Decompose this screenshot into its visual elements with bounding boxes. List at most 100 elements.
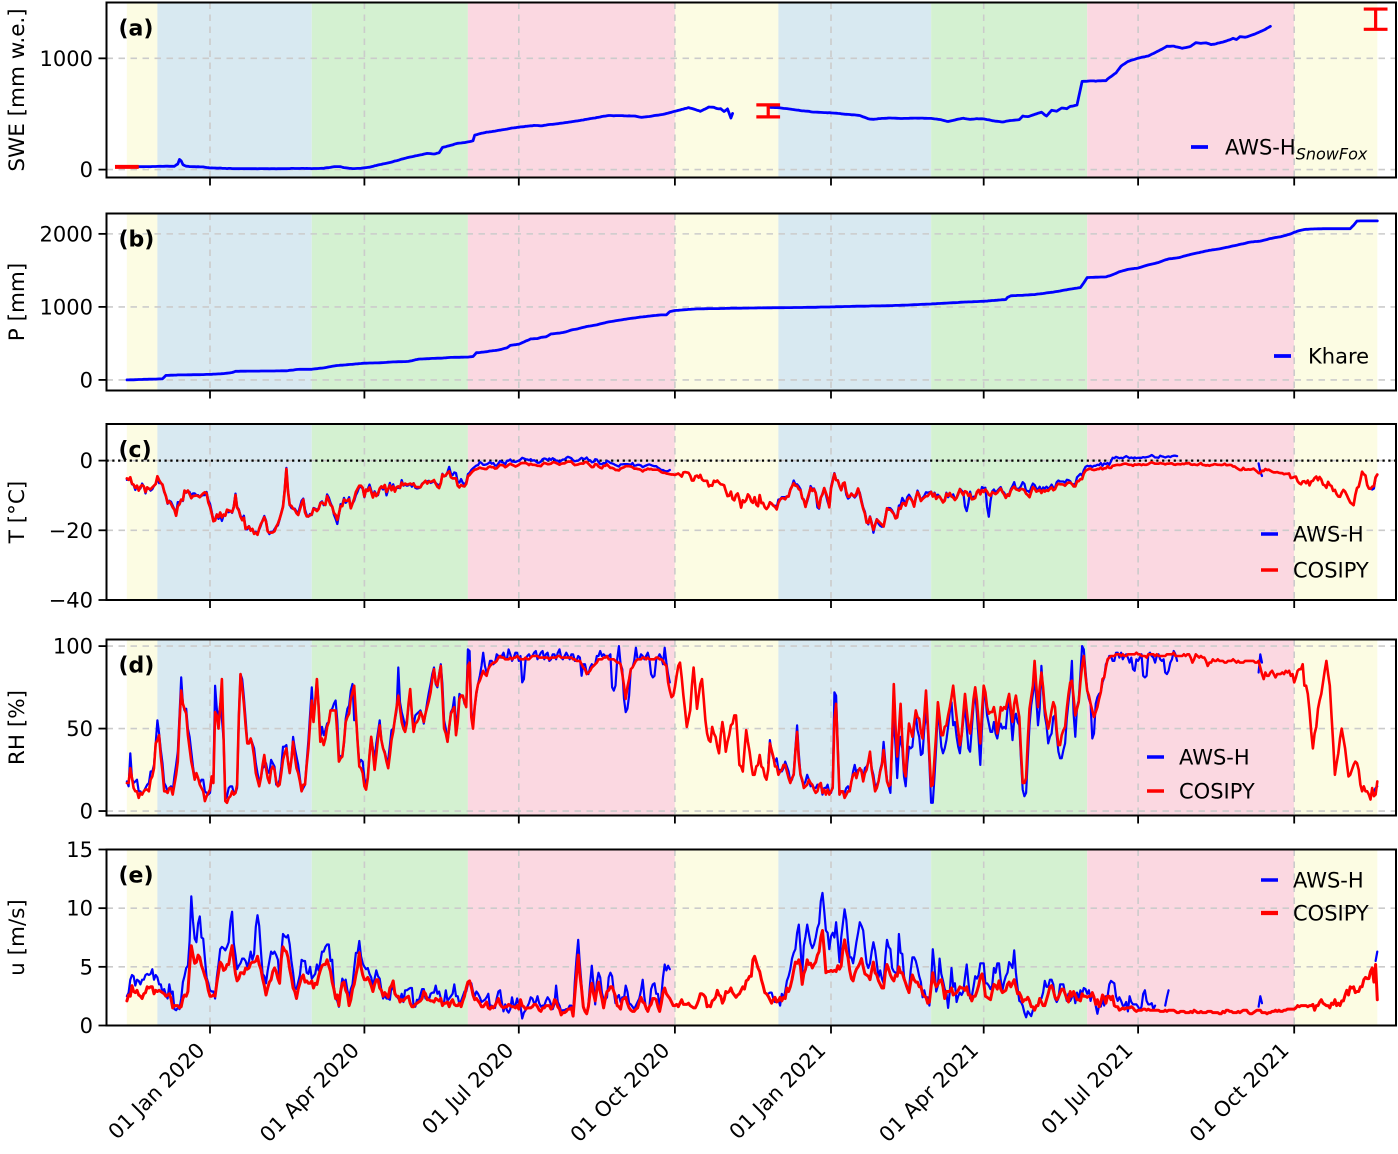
x-tick-label: 01 Jan 2021: [725, 1038, 831, 1144]
panel-letter-a: (a): [119, 17, 154, 42]
season-band-monsoon: [467, 2, 675, 178]
season-band-pre_monsoon: [931, 849, 1088, 1026]
y-tick-label: 0: [80, 449, 93, 473]
x-tick-label: 01 Oct 2020: [566, 1038, 675, 1147]
series-aws-h-u: [1257, 995, 1264, 1008]
panel-c: 0 −20 −40 T [°C] (c) AWS-H COSIPY: [5, 423, 1397, 613]
season-band-winter: [157, 424, 312, 600]
season-band-winter: [778, 424, 932, 600]
series-khare-precipitation: [125, 219, 1379, 382]
season-band-monsoon: [467, 424, 675, 600]
season-band-post_monsoon: [674, 639, 779, 816]
y-tick-label: 15: [66, 838, 93, 862]
y-tick-label: 10: [66, 897, 93, 921]
x-tick-label: 01 Jan 2020: [104, 1038, 210, 1144]
season-band-winter: [157, 2, 312, 178]
season-band-pre_monsoon: [311, 2, 468, 178]
y-axis-label-e: u [m/s]: [5, 899, 30, 976]
season-band-monsoon: [467, 213, 675, 391]
errorbar: [1363, 7, 1388, 31]
panel-spines: [105, 848, 1397, 1027]
legend-label-aws-h: AWS-H: [1293, 869, 1364, 893]
series-aws-h-snowfox-swe: [766, 24, 1272, 124]
panel-b: 0 1000 2000 P [mm] (b) Khare: [5, 212, 1397, 399]
y-tick-label: 2000: [40, 222, 93, 246]
series-aws-h-u: [1164, 989, 1170, 1007]
legend-label-cosipy: COSIPY: [1293, 559, 1369, 583]
panel-spines: [105, 638, 1397, 817]
panel-spines: [105, 423, 1397, 601]
season-band-post_monsoon: [1294, 213, 1378, 391]
legend-label-cosipy: COSIPY: [1293, 902, 1369, 926]
panel-letter-e: (e): [119, 864, 154, 889]
y-tick-label: 0: [80, 800, 93, 824]
season-band-pre_monsoon: [931, 424, 1088, 600]
season-band-post_monsoon: [126, 213, 158, 391]
season-band-winter: [778, 2, 932, 178]
panel-e: 0 5 10 15 u [m/s] (e) AWS-H COSIPY: [5, 838, 1397, 1038]
season-band-post_monsoon: [1294, 424, 1378, 600]
season-band-post_monsoon: [126, 639, 158, 816]
y-axis-label-d: RH [%]: [5, 690, 30, 765]
y-tick-label: 1000: [40, 47, 93, 71]
season-band-pre_monsoon: [311, 213, 468, 391]
legend-label-cosipy: COSIPY: [1179, 780, 1255, 804]
season-band-monsoon: [467, 639, 675, 816]
season-band-winter: [157, 639, 312, 816]
y-axis-label-a: SWE [mm w.e.]: [5, 8, 30, 171]
x-tick-label: 01 Oct 2021: [1185, 1038, 1294, 1147]
panel-spines: [105, 1, 1397, 179]
y-tick-label: 0: [80, 158, 93, 182]
y-axis-label-c: T [°C]: [5, 481, 30, 545]
series-aws-h-rh: [125, 645, 671, 801]
x-axis-labels: 01 Jan 2020 01 Apr 2020 01 Jul 2020 01 Oct …: [104, 1038, 1294, 1147]
season-band-winter: [157, 213, 312, 391]
legend-sublabel-snowfox: SnowFox: [1296, 145, 1368, 164]
season-band-winter: [778, 213, 932, 391]
legend-label-aws-h: AWS-H: [1179, 746, 1250, 770]
series-aws-h-snowfox-swe: [125, 105, 734, 171]
y-tick-label: 0: [80, 368, 93, 392]
x-tick-label: 01 Apr 2021: [874, 1038, 983, 1147]
season-band-pre_monsoon: [931, 2, 1088, 178]
x-tick-label: 01 Jul 2021: [1037, 1038, 1138, 1139]
x-tick-label: 01 Apr 2020: [255, 1038, 364, 1147]
season-band-post_monsoon: [674, 2, 779, 178]
season-band-monsoon: [1087, 424, 1295, 600]
x-tick-label: 01 Jul 2020: [417, 1038, 518, 1139]
y-axis-label-b: P [mm]: [5, 263, 30, 341]
y-tick-label: −40: [49, 589, 93, 613]
series-cosipy-rh: [125, 651, 1379, 805]
series-aws-h-u: [767, 891, 1157, 1019]
series-aws-h-u: [1374, 950, 1379, 963]
season-band-post_monsoon: [1294, 849, 1378, 1026]
y-tick-label: 5: [80, 955, 93, 979]
season-band-post_monsoon: [674, 849, 779, 1026]
season-band-post_monsoon: [1294, 2, 1378, 178]
errorbar: [756, 103, 781, 119]
legend-label-aws-h: AWS-H: [1293, 523, 1364, 547]
legend-label-khare: Khare: [1308, 345, 1369, 369]
panel-letter-b: (b): [119, 228, 155, 253]
season-band-post_monsoon: [674, 213, 779, 391]
season-band-post_monsoon: [126, 2, 158, 178]
y-tick-label: 1000: [40, 295, 93, 319]
panel-letter-d: (d): [119, 654, 155, 679]
season-band-post_monsoon: [126, 424, 158, 600]
season-band-post_monsoon: [674, 424, 779, 600]
season-band-winter: [778, 849, 932, 1026]
y-tick-label: 0: [80, 1014, 93, 1038]
season-band-monsoon: [1087, 213, 1295, 391]
y-tick-label: 50: [66, 717, 93, 741]
panel-d: 0 50 100 RH [%] (d) AWS-H COSIPY: [5, 635, 1397, 824]
series-cosipy-t: [125, 460, 1379, 537]
season-band-pre_monsoon: [311, 424, 468, 600]
series-cosipy-u: [125, 929, 1379, 1018]
panel-letter-c: (c): [119, 438, 152, 463]
panel-spines: [105, 212, 1397, 392]
y-tick-label: 100: [53, 635, 93, 659]
y-tick-label: −20: [49, 519, 93, 543]
